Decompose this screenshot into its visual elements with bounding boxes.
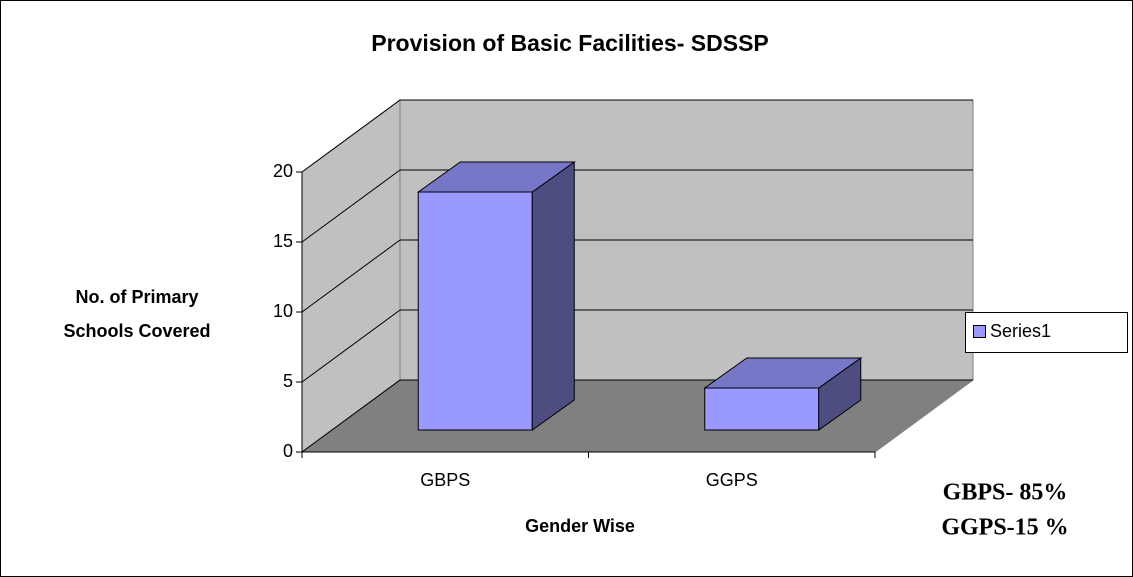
bar [703, 357, 863, 431]
grid-line [301, 99, 401, 173]
y-tick-label: 5 [283, 371, 293, 391]
grid-line [301, 239, 401, 313]
bar-top [703, 357, 863, 389]
bar-side [531, 161, 575, 431]
grid-line [301, 379, 401, 453]
legend-swatch [973, 325, 986, 338]
x-axis-label: Gender Wise [525, 516, 635, 536]
legend-box [965, 312, 1128, 353]
y-axis-label: Schools Covered [63, 321, 210, 341]
y-tick-label: 20 [273, 161, 293, 181]
annotation: GBPS- 85% [943, 480, 1068, 506]
bar-top [416, 161, 576, 193]
x-tick-label: GGPS [706, 470, 758, 490]
y-tick-label: 0 [283, 441, 293, 461]
annotation: GGPS-15 % [941, 515, 1068, 541]
chart-title: Provision of Basic Facilities- SDSSP [371, 30, 769, 56]
legend-label: Series1 [990, 321, 1051, 341]
floor [300, 379, 975, 453]
y-tick-label: 10 [273, 301, 293, 321]
grid-line [301, 309, 401, 383]
bar-front [417, 191, 533, 431]
y-tick-label: 15 [273, 231, 293, 251]
bar-front [704, 387, 820, 431]
bar [416, 161, 576, 431]
x-tick-label: GBPS [420, 470, 470, 490]
grid-line [301, 169, 401, 243]
y-axis-label: No. of Primary [75, 287, 198, 307]
